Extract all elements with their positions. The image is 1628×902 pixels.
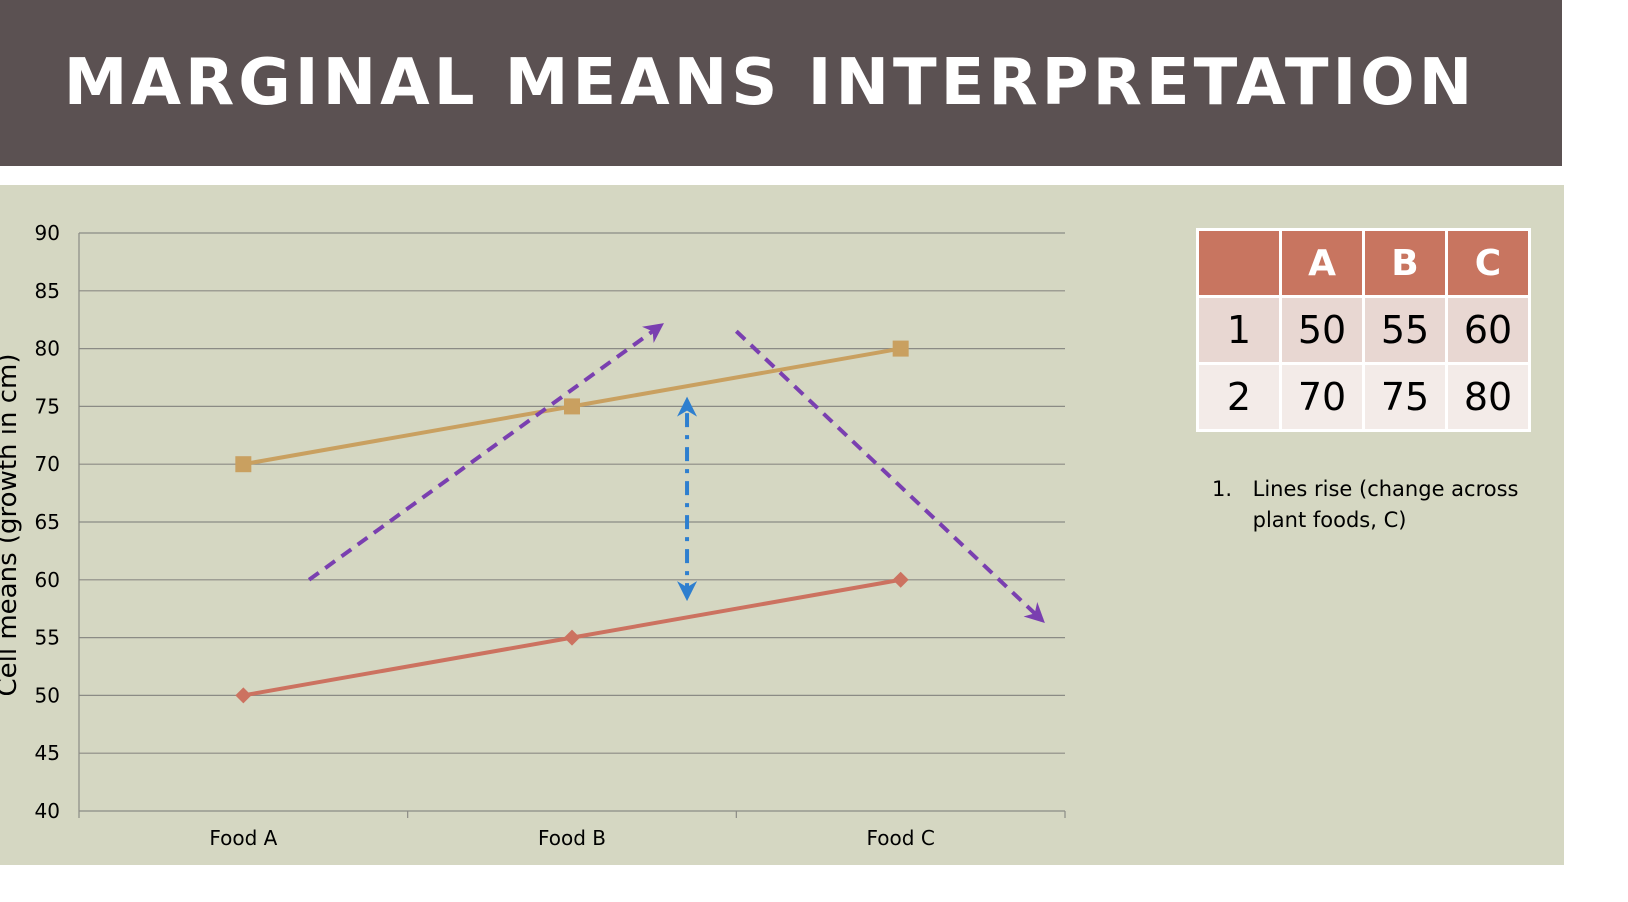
y-tick-label: 90 bbox=[35, 221, 60, 245]
y-tick-label: 55 bbox=[35, 626, 60, 650]
y-tick-label: 80 bbox=[35, 337, 60, 361]
data-point-diamond bbox=[235, 687, 252, 704]
trend-arrow bbox=[734, 329, 1045, 624]
table-header-cell bbox=[1196, 228, 1282, 298]
x-tick-label: Food B bbox=[538, 826, 606, 850]
line-chart: 40 45 50 55 60 65 70 75 80 85 90 Food A Food B Food C bbox=[35, 221, 1066, 850]
table-cell: 1 bbox=[1196, 295, 1282, 365]
title-bar: MARGINAL MEANS INTERPRETATION bbox=[0, 0, 1562, 166]
y-tick-label: 45 bbox=[35, 741, 60, 765]
y-tick-label: 40 bbox=[35, 799, 60, 823]
note-number: 1. bbox=[1212, 477, 1233, 501]
note-item: 1. Lines rise (change across plant foods… bbox=[1212, 474, 1532, 536]
trend-arrow bbox=[307, 323, 664, 582]
x-tick-label: Food C bbox=[867, 826, 935, 850]
means-table: A B C 1 50 55 60 2 70 75 80 bbox=[1196, 228, 1531, 432]
data-point-diamond bbox=[564, 629, 580, 646]
note-text: Lines rise (change across plant foods, C… bbox=[1252, 477, 1519, 532]
table-cell: 75 bbox=[1362, 362, 1448, 432]
y-tick-label: 50 bbox=[35, 683, 60, 707]
series bbox=[235, 340, 909, 704]
table-cell: 55 bbox=[1362, 295, 1448, 365]
table-header-row: A B C bbox=[1196, 228, 1531, 298]
grid-lines bbox=[79, 232, 1065, 812]
table-header-cell: C bbox=[1445, 228, 1531, 298]
axes: 40 45 50 55 60 65 70 75 80 85 90 Food A Food B Food C bbox=[35, 221, 1066, 850]
table-cell: 60 bbox=[1445, 295, 1531, 365]
data-point-diamond bbox=[892, 571, 909, 588]
y-tick-label: 65 bbox=[35, 510, 60, 534]
data-point-square bbox=[564, 398, 580, 415]
y-axis-label: Cell means (growth in cm) bbox=[0, 353, 23, 697]
table-cell: 2 bbox=[1196, 362, 1282, 432]
table-header-cell: B bbox=[1362, 228, 1448, 298]
slide-title: MARGINAL MEANS INTERPRETATION bbox=[63, 46, 1477, 120]
y-tick-label: 85 bbox=[35, 279, 60, 303]
table-cell: 50 bbox=[1279, 295, 1365, 365]
table-row: 1 50 55 60 bbox=[1196, 295, 1531, 365]
table-row: 2 70 75 80 bbox=[1196, 362, 1531, 432]
y-tick-label: 60 bbox=[35, 568, 60, 592]
table-cell: 70 bbox=[1279, 362, 1365, 432]
annotations bbox=[307, 323, 1045, 624]
data-point-square bbox=[892, 340, 909, 357]
table-header-cell: A bbox=[1279, 228, 1365, 298]
y-tick-label: 70 bbox=[35, 452, 60, 476]
table-cell: 80 bbox=[1445, 362, 1531, 432]
x-tick-label: Food A bbox=[209, 826, 277, 850]
data-point-square bbox=[235, 456, 252, 473]
y-tick-label: 75 bbox=[35, 394, 60, 418]
